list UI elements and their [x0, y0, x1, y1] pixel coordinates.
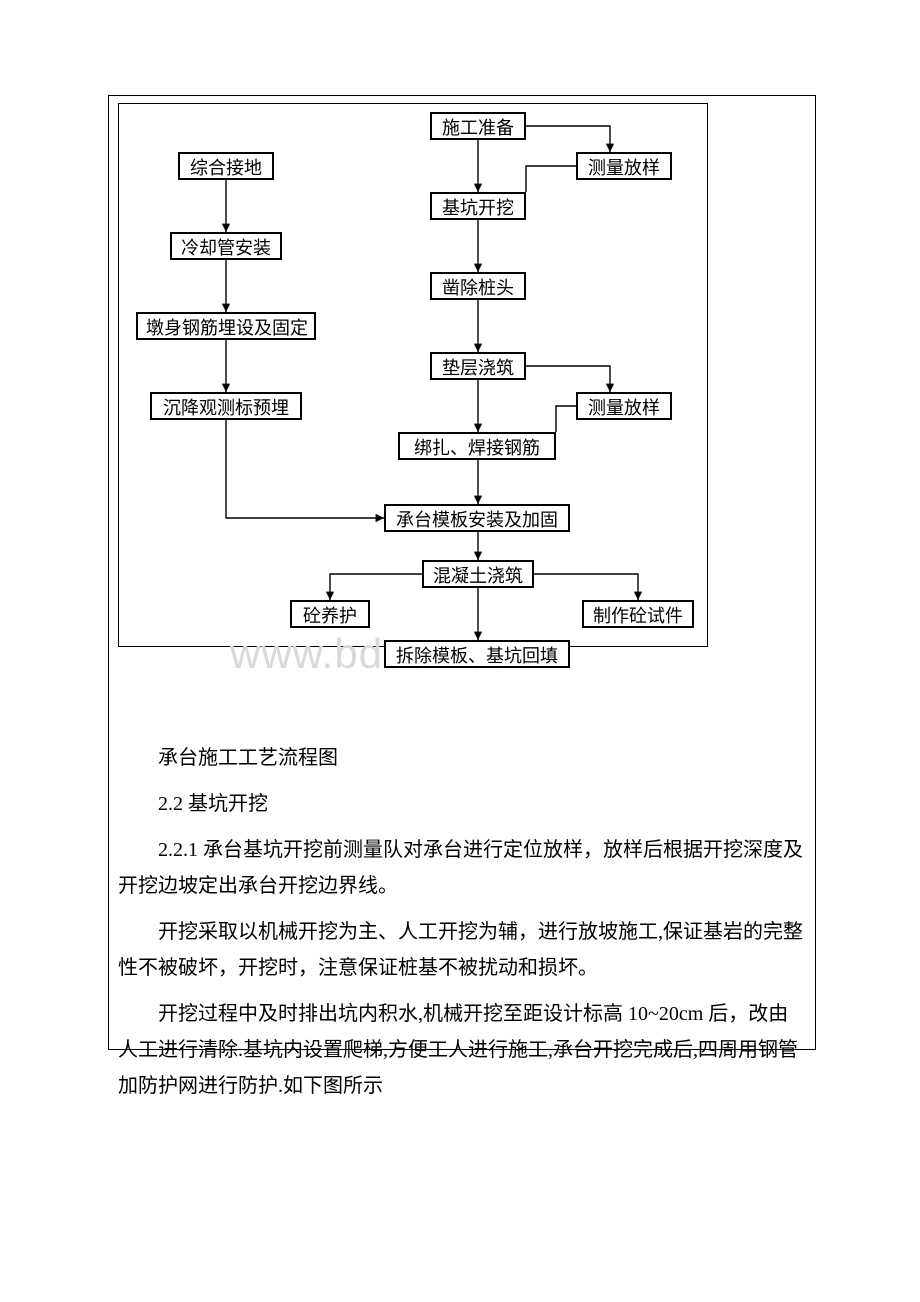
node-n_cool: 冷却管安装 [170, 232, 282, 260]
node-n_survey2: 测量放样 [576, 392, 672, 420]
edge-n_prep-n_survey1 [526, 126, 610, 152]
node-n_pour: 混凝土浇筑 [422, 560, 534, 588]
node-n_prep: 施工准备 [430, 112, 526, 140]
paragraph-2: 开挖采取以机械开挖为主、人工开挖为辅，进行放坡施工,保证基岩的完整性不被破坏，开… [118, 914, 806, 1000]
edge-n_pour-n_cure [330, 574, 422, 600]
edge-n_bed-n_survey2 [526, 366, 610, 392]
node-n_cure: 砼养护 [290, 600, 370, 628]
diagram-caption: 承台施工工艺流程图 [118, 740, 806, 790]
node-n_survey1: 测量放样 [576, 152, 672, 180]
node-n_bed: 垫层浇筑 [430, 352, 526, 380]
node-n_rebar: 绑扎、焊接钢筋 [398, 432, 556, 460]
paragraph-1: 2.2.1 承台基坑开挖前测量队对承台进行定位放样，放样后根据开挖深度及开挖边坡… [118, 832, 806, 918]
edge-n_pour-n_test [534, 574, 638, 600]
node-n_excav: 基坑开挖 [430, 192, 526, 220]
node-n_formwork: 承台模板安装及加固 [384, 504, 570, 532]
node-n_demold: 拆除模板、基坑回填 [384, 640, 570, 668]
node-n_settle: 沉降观测标预埋 [150, 392, 302, 420]
section-heading: 2.2 基坑开挖 [118, 786, 806, 836]
edge-n_survey2-n_rebar [556, 406, 576, 432]
node-n_ground: 综合接地 [178, 152, 274, 180]
paragraph-3: 开挖过程中及时排出坑内积水,机械开挖至距设计标高 10~20cm 后，改由人工进… [118, 996, 806, 1118]
edge-n_survey1-n_excav [526, 166, 576, 192]
node-n_test: 制作砼试件 [582, 600, 694, 628]
edge-n_settle-n_formwork [226, 420, 384, 518]
node-n_pier: 墩身钢筋埋设及固定 [136, 312, 316, 340]
node-n_chisel: 凿除桩头 [430, 272, 526, 300]
